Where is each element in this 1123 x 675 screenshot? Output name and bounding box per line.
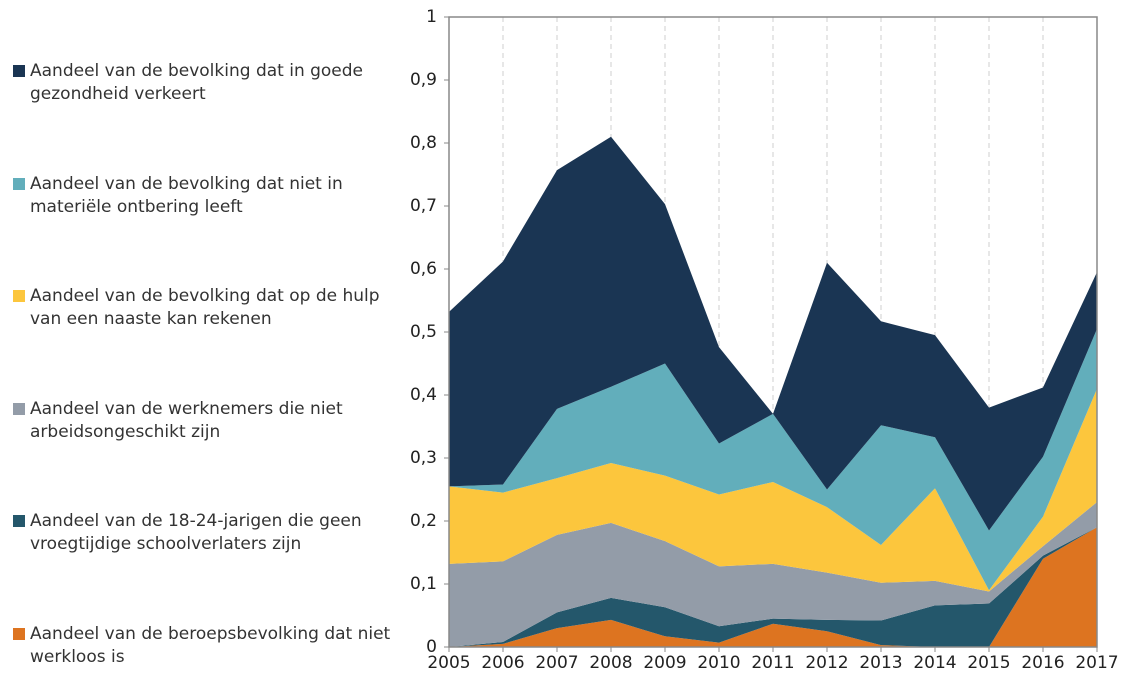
y-tick-label: 0,3: [410, 448, 437, 468]
legend-item: Aandeel van de werknemers die niet arbei…: [13, 398, 393, 444]
legend-swatch: [13, 65, 25, 77]
x-tick-label: 2012: [805, 653, 848, 673]
legend-label: Aandeel van de beroepsbevolking dat niet…: [30, 623, 391, 667]
area: [449, 527, 1097, 647]
legend-item: Aandeel van de bevolking dat niet in mat…: [13, 173, 393, 219]
y-tick-label: 0,2: [410, 511, 437, 531]
area: [449, 502, 1097, 647]
legend-swatch: [13, 402, 25, 415]
legend-item: Aandeel van de bevolking dat in goede ge…: [13, 60, 393, 106]
legend-label: Aandeel van de 18-24-jarigen die geen vr…: [30, 511, 362, 554]
y-tick-label: 1: [426, 7, 437, 27]
area: [449, 388, 1097, 592]
y-tick-label: 0,5: [410, 322, 437, 342]
legend-label: Aandeel van de bevolking dat in goede ge…: [30, 61, 364, 104]
x-tick-label: 2011: [751, 653, 794, 673]
x-tick-label: 2016: [1021, 653, 1064, 673]
legend-item: Aandeel van de 18-24-jarigen die geen vr…: [13, 510, 393, 556]
legend-label: Aandeel van de bevolking dat op de hulp …: [30, 286, 380, 329]
legend-label: Aandeel van de bevolking dat niet in mat…: [30, 173, 343, 217]
y-tick-label: 0,6: [410, 259, 437, 279]
y-tick-label: 0,8: [410, 133, 437, 153]
legend-swatch: [13, 177, 25, 190]
legend-swatch: [13, 515, 25, 527]
x-tick-label: 2006: [481, 653, 524, 673]
x-tick-label: 2017: [1075, 653, 1118, 673]
x-tick-label: 2008: [589, 653, 632, 673]
y-tick-label: 0,7: [410, 196, 437, 216]
x-tick-label: 2007: [535, 653, 578, 673]
y-tick-label: 0,4: [410, 385, 437, 405]
x-tick-label: 2013: [859, 653, 902, 673]
x-tick-label: 2009: [643, 653, 686, 673]
y-tick-label: 0: [426, 637, 437, 657]
legend-label: Aandeel van de werknemers die niet arbei…: [30, 398, 343, 442]
x-tick-label: 2010: [697, 653, 740, 673]
area: [449, 136, 1097, 531]
legend-item: Aandeel van de bevolking dat op de hulp …: [13, 285, 393, 331]
area: [449, 328, 1097, 591]
x-tick-label: 2015: [967, 653, 1010, 673]
area: [449, 527, 1097, 647]
legend-swatch: [13, 290, 25, 302]
legend-swatch: [13, 627, 25, 640]
x-tick-label: 2005: [427, 653, 470, 673]
x-tick-label: 2014: [913, 653, 956, 673]
y-tick-label: 0,1: [410, 574, 437, 594]
legend-item: Aandeel van de beroepsbevolking dat niet…: [13, 623, 393, 669]
y-tick-label: 0,9: [410, 70, 437, 90]
